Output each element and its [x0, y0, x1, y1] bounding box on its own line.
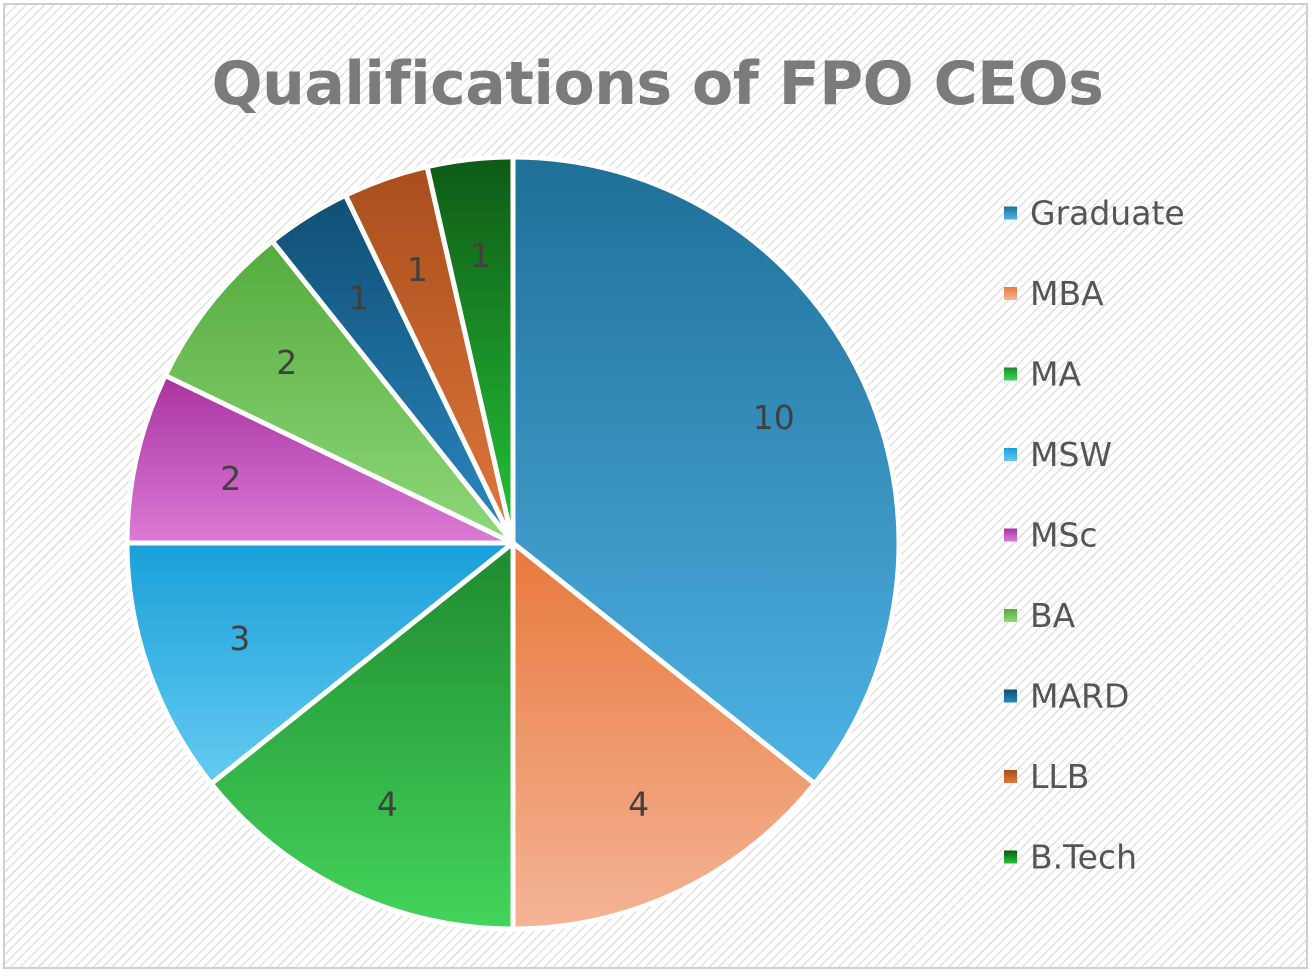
- pie-slice-ma: [208, 540, 516, 932]
- pie-slice-b-tech: [424, 154, 516, 546]
- legend-label-msc: MSc: [1030, 516, 1098, 555]
- legend-item-mard: MARD: [1004, 677, 1129, 716]
- data-label-b-tech: 1: [470, 236, 491, 275]
- legend-label-mard: MARD: [1030, 677, 1129, 716]
- data-label-msc: 2: [220, 459, 241, 498]
- legend-item-ba: BA: [1004, 596, 1076, 635]
- pie-slices: [124, 154, 902, 932]
- legend-label-msw: MSW: [1030, 435, 1112, 474]
- legend-swatch-ba: [1004, 609, 1017, 622]
- data-label-llb: 1: [407, 250, 428, 289]
- data-label-mba: 4: [628, 784, 649, 823]
- legend-label-ba: BA: [1030, 596, 1076, 635]
- data-label-ba: 2: [276, 343, 297, 382]
- pie-slice-graduate: [510, 154, 902, 787]
- legend-item-graduate: Graduate: [1004, 194, 1185, 233]
- legend-item-msw: MSW: [1004, 435, 1112, 474]
- legend: Graduate MBA MA MSW MSc BA MARD LLB B.Tech: [1004, 194, 1185, 877]
- legend-label-llb: LLB: [1030, 757, 1089, 796]
- legend-item-ma: MA: [1004, 355, 1081, 394]
- pie-slice-msw: [124, 540, 516, 787]
- legend-swatch-msw: [1004, 448, 1017, 461]
- legend-label-ma: MA: [1030, 355, 1081, 394]
- data-label-graduate: 10: [753, 398, 795, 437]
- data-label-msw: 3: [229, 619, 250, 658]
- legend-swatch-mard: [1004, 689, 1017, 703]
- legend-item-mba: MBA: [1004, 274, 1104, 313]
- legend-item-llb: LLB: [1004, 757, 1089, 796]
- legend-swatch-ma: [1004, 367, 1017, 381]
- data-label-mard: 1: [349, 278, 370, 317]
- legend-item-msc: MSc: [1004, 516, 1098, 555]
- pie-slice-mba: [510, 540, 818, 932]
- legend-label-mba: MBA: [1030, 274, 1104, 313]
- legend-swatch-mba: [1004, 287, 1017, 300]
- legend-label-graduate: Graduate: [1030, 194, 1185, 233]
- legend-swatch-b-tech: [1004, 850, 1017, 864]
- data-label-ma: 4: [377, 784, 398, 823]
- legend-swatch-msc: [1004, 528, 1017, 542]
- pie-slice-ba: [162, 238, 516, 546]
- chart-title: Qualifications of FPO CEOs: [211, 49, 1104, 119]
- legend-label-b-tech: B.Tech: [1030, 838, 1137, 877]
- legend-item-b-tech: B.Tech: [1004, 838, 1137, 877]
- legend-swatch-graduate: [1004, 206, 1017, 220]
- pie-slice-msc: [124, 373, 516, 546]
- legend-swatch-llb: [1004, 770, 1017, 783]
